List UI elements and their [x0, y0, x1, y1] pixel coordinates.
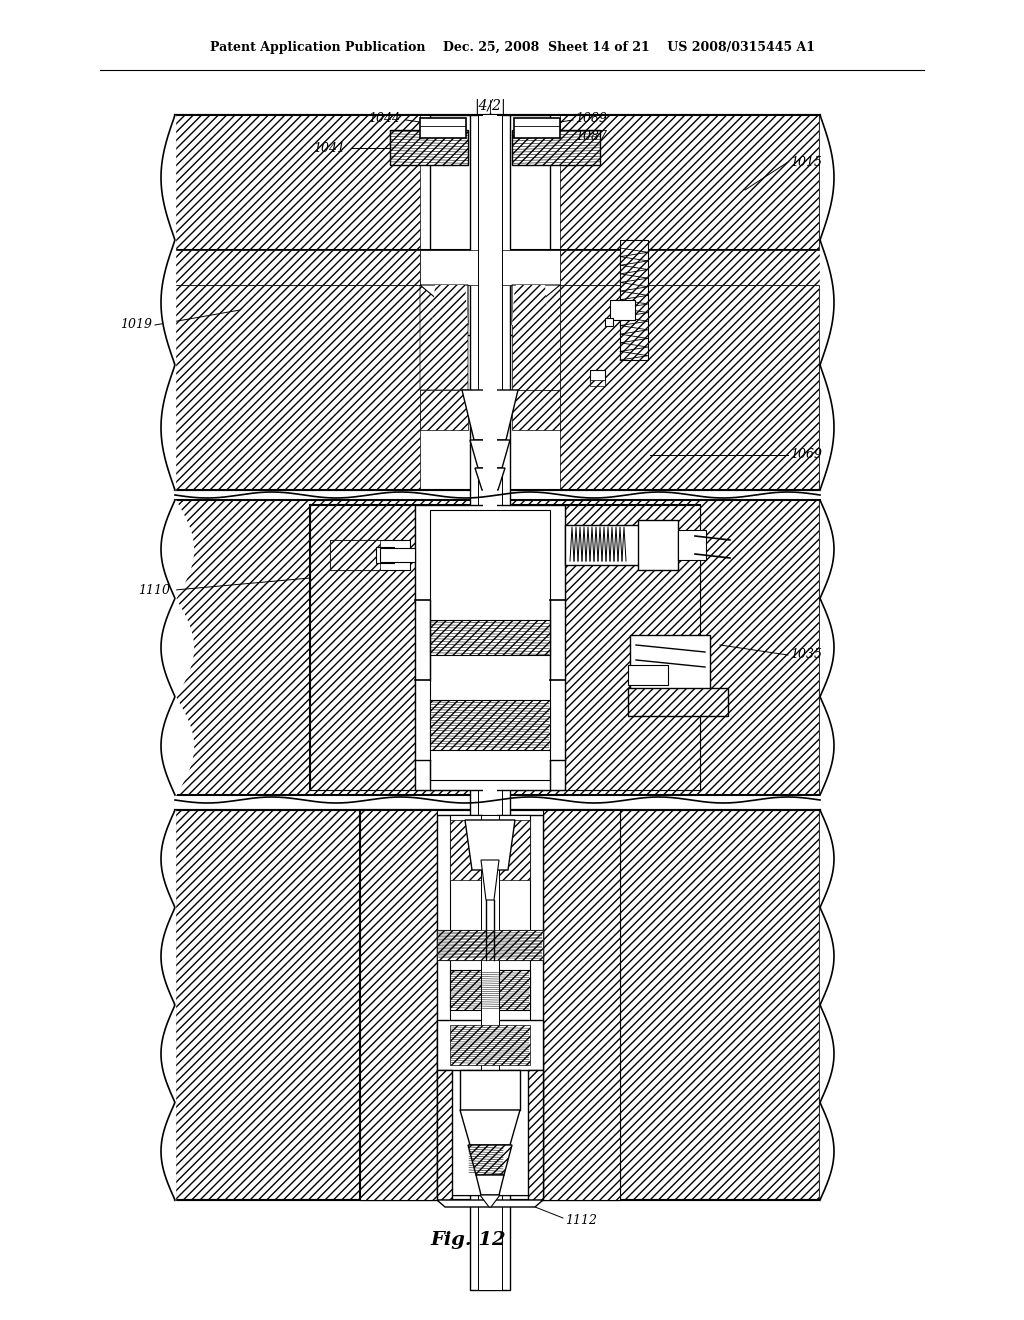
Text: 1041: 1041: [313, 141, 345, 154]
Polygon shape: [475, 469, 505, 490]
Text: 1015: 1015: [790, 156, 822, 169]
Bar: [483, 115, 497, 1290]
Polygon shape: [420, 389, 468, 430]
Text: 1087: 1087: [575, 129, 607, 143]
Polygon shape: [437, 1200, 543, 1206]
Bar: [175, 500, 820, 795]
Bar: [420, 115, 560, 490]
Bar: [310, 506, 700, 789]
Polygon shape: [470, 440, 510, 469]
Bar: [360, 810, 620, 1200]
Polygon shape: [565, 506, 700, 789]
Polygon shape: [480, 1195, 500, 1206]
Bar: [630, 635, 710, 690]
Polygon shape: [543, 810, 620, 1200]
Polygon shape: [512, 285, 560, 325]
Text: Fig. 12: Fig. 12: [430, 1232, 506, 1249]
Bar: [638, 520, 678, 570]
Polygon shape: [512, 285, 548, 325]
Polygon shape: [512, 285, 560, 389]
Polygon shape: [310, 506, 415, 789]
Bar: [430, 510, 550, 780]
Bar: [437, 814, 543, 1195]
Polygon shape: [430, 620, 550, 655]
Polygon shape: [476, 1175, 504, 1195]
Bar: [590, 370, 605, 381]
Text: 1035: 1035: [790, 648, 822, 661]
Bar: [437, 1071, 452, 1200]
Bar: [620, 240, 648, 360]
Bar: [605, 318, 613, 326]
Bar: [415, 506, 565, 789]
Bar: [330, 540, 410, 570]
Polygon shape: [450, 820, 530, 880]
Bar: [380, 548, 415, 562]
Bar: [528, 1071, 543, 1200]
Bar: [420, 249, 560, 285]
Polygon shape: [450, 970, 530, 1010]
Polygon shape: [432, 285, 468, 325]
Bar: [470, 115, 510, 1290]
Polygon shape: [437, 931, 543, 960]
Polygon shape: [462, 389, 518, 440]
Bar: [628, 665, 668, 685]
Bar: [514, 117, 560, 139]
Polygon shape: [560, 115, 820, 490]
Text: 1019: 1019: [120, 318, 152, 331]
Bar: [420, 117, 466, 139]
Bar: [478, 115, 502, 1290]
Text: 1112: 1112: [565, 1213, 597, 1226]
Text: |4/2|: |4/2|: [474, 99, 506, 115]
Polygon shape: [560, 249, 820, 285]
Polygon shape: [390, 129, 468, 165]
Polygon shape: [420, 285, 468, 389]
Bar: [565, 525, 650, 565]
Polygon shape: [465, 820, 515, 870]
Text: Patent Application Publication    Dec. 25, 2008  Sheet 14 of 21    US 2008/03154: Patent Application Publication Dec. 25, …: [210, 41, 814, 54]
Polygon shape: [175, 249, 420, 285]
Bar: [460, 1071, 520, 1110]
Polygon shape: [360, 810, 437, 1200]
Text: 1044: 1044: [368, 112, 400, 125]
Bar: [376, 546, 394, 564]
Bar: [450, 814, 530, 1195]
Polygon shape: [512, 389, 560, 430]
Polygon shape: [460, 1110, 520, 1144]
Polygon shape: [481, 861, 499, 900]
Polygon shape: [512, 129, 600, 165]
Bar: [175, 115, 820, 490]
Polygon shape: [420, 285, 468, 325]
Bar: [590, 380, 605, 385]
Polygon shape: [430, 700, 550, 750]
Polygon shape: [468, 1144, 512, 1175]
Bar: [610, 300, 635, 319]
Polygon shape: [330, 540, 380, 570]
Text: 1069: 1069: [790, 449, 822, 462]
Bar: [175, 810, 820, 1200]
Bar: [481, 814, 499, 1195]
Bar: [175, 249, 820, 285]
Polygon shape: [450, 1026, 530, 1065]
Bar: [437, 1020, 543, 1071]
Bar: [678, 531, 706, 560]
Text: 1110: 1110: [138, 583, 170, 597]
Polygon shape: [175, 115, 420, 490]
Bar: [437, 931, 543, 960]
Text: 1089: 1089: [575, 112, 607, 125]
Bar: [430, 115, 550, 335]
Bar: [628, 688, 728, 715]
